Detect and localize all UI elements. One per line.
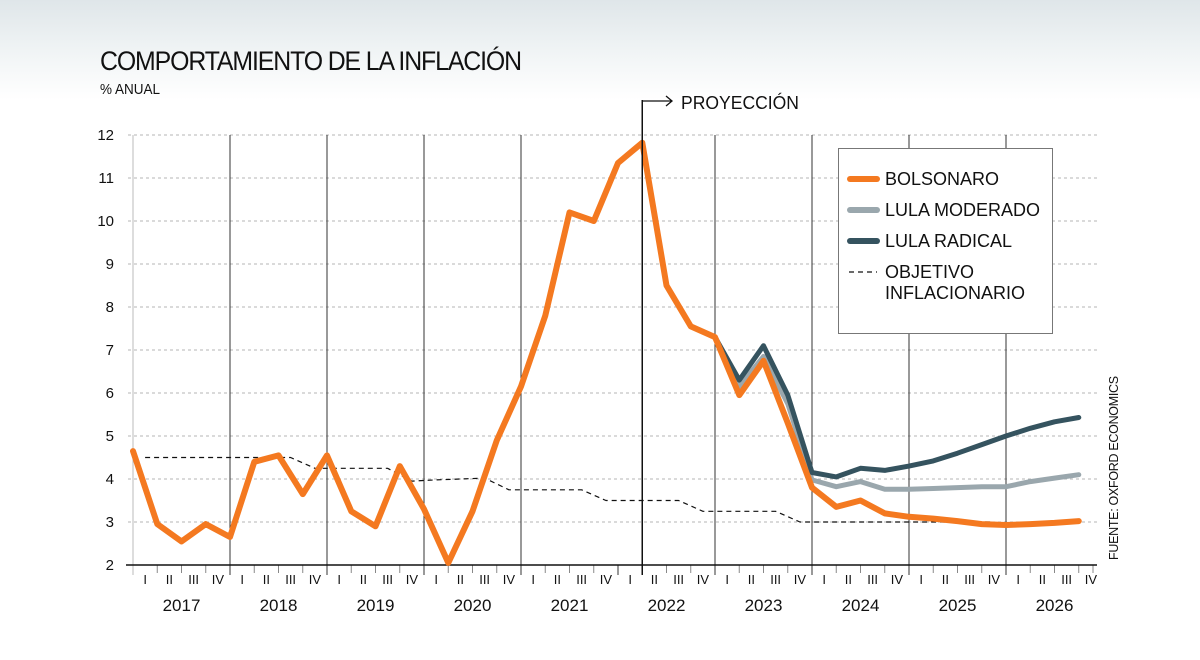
year-label: 2022 [648,596,686,615]
arrow-right-icon [642,95,674,107]
legend-label: INFLACIONARIO [885,283,1025,303]
quarter-label: III [382,572,393,587]
projection-marker: PROYECCIÓN [641,92,799,575]
y-tick-label: 3 [106,514,114,531]
quarter-label: II [263,572,270,587]
quarter-label: III [867,572,878,587]
series-line-lula-moderado [712,334,1082,492]
quarter-label: I [822,572,826,587]
year-label: 2026 [1036,596,1074,615]
quarter-label: I [434,572,438,587]
quarter-label: II [651,572,658,587]
chart-title: COMPORTAMIENTO DE LA INFLACIÓN [100,46,522,76]
quarter-label: II [748,572,755,587]
quarter-label: IV [697,572,710,587]
y-tick-label: 11 [98,170,114,187]
quarter-label: II [554,572,561,587]
quarter-label: I [531,572,535,587]
quarter-label: I [143,572,147,587]
quarter-label: III [673,572,684,587]
quarter-label: IV [794,572,807,587]
year-label: 2024 [842,596,880,615]
quarter-label: IV [600,572,613,587]
quarter-label: III [770,572,781,587]
legend-label: LULA RADICAL [885,231,1012,251]
quarter-label: II [360,572,367,587]
legend: BOLSONARO LULA MODERADO LULA RADICAL OBJETI… [838,148,1053,334]
y-tick-label: 6 [106,385,114,402]
series-line-bolsonaro [130,139,1082,566]
quarter-label: IV [309,572,322,587]
y-tick-label: 12 [97,127,114,144]
quarter-label: I [240,572,244,587]
quarter-label: IV [406,572,419,587]
series-line-objetivo-inflacionario [145,456,994,523]
projection-label: PROYECCIÓN [681,92,799,113]
quarter-label: III [1061,572,1072,587]
quarter-label: I [919,572,923,587]
quarter-label: IV [503,572,516,587]
year-label: 2025 [939,596,977,615]
y-tick-label: 9 [106,256,114,273]
series-lines [130,139,1082,566]
y-tick-label: 10 [97,213,114,230]
quarter-label: II [166,572,173,587]
quarter-label: I [1016,572,1020,587]
legend-label: LULA MODERADO [885,200,1040,220]
quarter-label: III [576,572,587,587]
year-label: 2023 [745,596,783,615]
y-tick-label: 5 [106,428,114,445]
quarter-label: I [725,572,729,587]
quarter-label: II [942,572,949,587]
y-tick-label: 2 [106,557,114,574]
quarter-label: II [1039,572,1046,587]
year-label: 2021 [551,596,589,615]
chart-subtitle: % ANUAL [100,81,161,98]
quarter-label: IV [212,572,225,587]
quarter-label: III [285,572,296,587]
legend-label: BOLSONARO [885,169,999,189]
year-label: 2018 [260,596,298,615]
quarter-label: IV [1085,572,1098,587]
quarter-label: I [337,572,341,587]
year-label: 2017 [163,596,201,615]
year-label: 2019 [357,596,395,615]
y-tick-label: 7 [106,342,114,359]
year-label: 2020 [454,596,492,615]
y-tick-label: 4 [106,471,114,488]
quarter-label: I [628,572,632,587]
quarter-label: III [479,572,490,587]
quarter-label: IV [988,572,1001,587]
legend-label: OBJETIVO [885,262,974,282]
quarter-label: II [845,572,852,587]
quarter-label: II [457,572,464,587]
series-line-lula-radical [712,334,1082,480]
quarter-label: III [964,572,975,587]
y-tick-label: 8 [106,299,114,316]
quarter-label: III [188,572,199,587]
quarter-label: IV [891,572,904,587]
